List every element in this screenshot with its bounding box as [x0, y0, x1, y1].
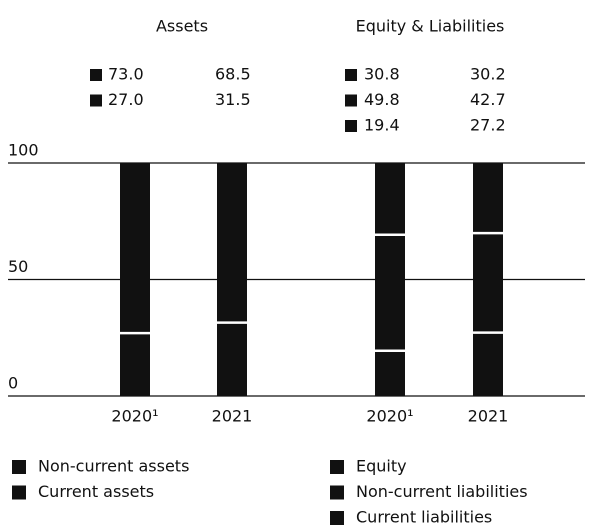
legend-label: Non-current assets — [38, 457, 189, 476]
legend-swatch — [330, 460, 344, 474]
table-marker — [345, 94, 357, 107]
y-tick-label: 0 — [8, 374, 18, 393]
group-title: Assets — [156, 17, 208, 36]
value-label: 68.5 — [215, 65, 251, 84]
x-tick-label: 2020¹ — [366, 407, 413, 426]
bar-segment — [473, 233, 503, 333]
bar-segment — [120, 333, 150, 396]
x-tick-label: 2021 — [212, 407, 253, 426]
bar-segment — [217, 163, 247, 323]
table-marker — [345, 69, 357, 81]
value-label: 42.7 — [470, 90, 506, 109]
value-label: 31.5 — [215, 90, 251, 109]
y-tick-label: 50 — [8, 257, 28, 276]
legend-label: Current assets — [38, 482, 154, 501]
x-tick-label: 2020¹ — [111, 407, 158, 426]
bar-segment — [473, 332, 503, 396]
legend-label: Equity — [356, 457, 407, 476]
value-label: 27.2 — [470, 116, 506, 135]
bar-segment — [375, 163, 405, 235]
value-label: 73.0 — [108, 65, 144, 84]
legend-swatch — [12, 460, 26, 474]
value-label: 49.8 — [364, 90, 400, 109]
value-label: 19.4 — [364, 116, 400, 135]
bar-segment — [473, 162, 503, 234]
legend-label: Current liabilities — [356, 508, 492, 526]
value-label: 30.8 — [364, 65, 400, 84]
bar-segment — [217, 322, 247, 396]
legend-label: Non-current liabilities — [356, 482, 528, 501]
bar-segment — [375, 350, 405, 396]
group-title: Equity & Liabilities — [356, 17, 505, 36]
x-tick-label: 2021 — [468, 407, 509, 426]
legend-swatch — [330, 485, 344, 500]
legend-swatch — [330, 511, 344, 525]
bar-segment — [120, 163, 150, 334]
value-label: 30.2 — [470, 65, 506, 84]
table-marker — [90, 94, 102, 107]
bar-segment — [375, 234, 405, 351]
table-marker — [345, 120, 357, 132]
y-tick-label: 100 — [8, 141, 39, 160]
value-label: 27.0 — [108, 90, 144, 109]
table-marker — [90, 69, 102, 81]
legend-swatch — [12, 485, 26, 500]
